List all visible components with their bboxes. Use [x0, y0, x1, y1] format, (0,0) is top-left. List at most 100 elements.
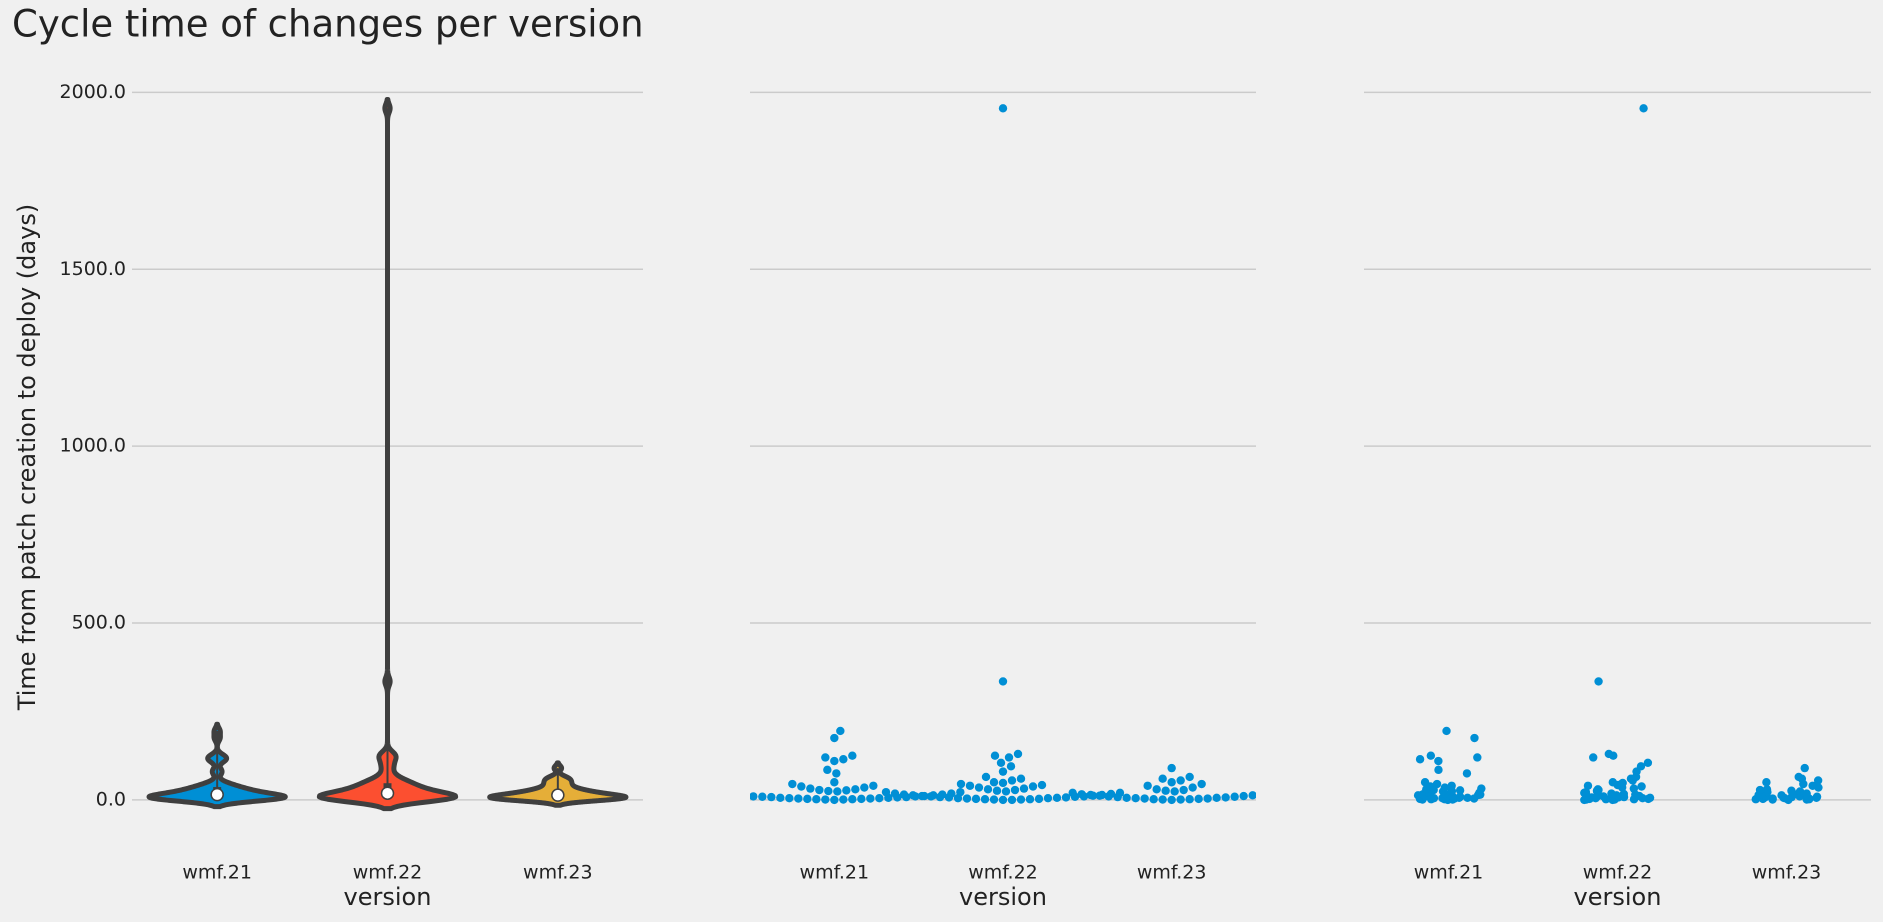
- strip-point: [1794, 772, 1803, 782]
- swarm-point: [980, 795, 990, 804]
- strip-point: [1777, 791, 1786, 800]
- swarm-point: [989, 778, 999, 787]
- x-tick-label: wmf.21: [182, 862, 252, 884]
- swarm-point: [785, 793, 794, 803]
- swarm-point: [899, 790, 909, 799]
- y-tick-label: 2000.0: [60, 81, 126, 103]
- swarm-point: [992, 786, 1002, 795]
- swarm-point: [1095, 791, 1104, 800]
- strip-point: [1639, 104, 1648, 113]
- swarm-point: [857, 794, 866, 804]
- strip-point: [1455, 792, 1465, 801]
- y-tick-label: 500.0: [72, 612, 126, 634]
- swarm-point: [1158, 774, 1167, 783]
- strip-point: [1608, 778, 1618, 787]
- strip-point: [1607, 789, 1616, 798]
- swarm-point: [821, 795, 830, 804]
- y-tick-label: 1000.0: [60, 435, 126, 457]
- swarm-point: [1179, 785, 1188, 795]
- swarm-point: [1170, 787, 1179, 796]
- swarm-point: [1212, 793, 1221, 803]
- x-tick-label: wmf.23: [1752, 862, 1822, 884]
- strip-point: [1434, 756, 1443, 766]
- swarm-point: [1143, 781, 1152, 790]
- swarm-point: [962, 794, 972, 803]
- swarm-point: [1185, 772, 1194, 782]
- swarm-point: [908, 791, 918, 800]
- swarm-point: [1161, 786, 1170, 795]
- swarm-point: [1025, 795, 1035, 804]
- strip-point: [1599, 792, 1608, 801]
- swarm-point: [830, 778, 839, 787]
- y-tick-label: 1500.0: [60, 258, 126, 280]
- panel: [1364, 91, 1871, 805]
- swarm-point: [713, 789, 721, 797]
- swarm-point: [731, 791, 739, 799]
- swarm-point: [990, 751, 1000, 760]
- swarm-point: [1221, 793, 1230, 802]
- strip-point: [1442, 726, 1451, 736]
- swarm-point: [1001, 787, 1011, 796]
- swarm-point: [1077, 790, 1086, 799]
- swarm-point: [1016, 774, 1026, 783]
- strip-point: [1619, 789, 1629, 799]
- violin-median: [551, 788, 565, 802]
- swarm-point: [1052, 793, 1062, 803]
- x-tick-label: wmf.21: [800, 862, 870, 884]
- swarm-point: [821, 753, 830, 762]
- strip-point: [1589, 753, 1598, 762]
- violin-median: [380, 786, 395, 800]
- swarm-point: [1167, 763, 1176, 773]
- swarm-point: [839, 755, 848, 764]
- swarm-point: [1043, 793, 1053, 803]
- swarm-point: [1037, 780, 1047, 790]
- swarm-point: [788, 779, 797, 789]
- swarm-point: [1068, 788, 1077, 798]
- swarm-point: [1028, 782, 1038, 791]
- swarm-point: [875, 793, 884, 803]
- strip-point: [1604, 749, 1614, 759]
- swarm-point: [983, 785, 993, 794]
- swarm-point: [917, 791, 927, 801]
- strip-point: [1581, 787, 1591, 797]
- strip-point: [1426, 751, 1436, 760]
- swarm-point: [1004, 753, 1014, 762]
- strip-point: [1440, 783, 1450, 792]
- swarm-point: [1013, 749, 1023, 759]
- strip-point: [1470, 733, 1479, 743]
- swarm-point: [1140, 794, 1149, 803]
- swarm-point: [1188, 783, 1197, 792]
- swarm-point: [935, 792, 945, 802]
- swarm-point: [881, 787, 891, 797]
- swarm-point: [1086, 790, 1095, 800]
- strip-point: [1636, 762, 1646, 771]
- strip-point: [1762, 785, 1772, 794]
- strip-point: [1477, 784, 1486, 793]
- swarm-point: [767, 792, 776, 802]
- swarm-point: [836, 726, 845, 736]
- swarm-point: [890, 789, 900, 798]
- swarm-point: [1007, 776, 1017, 785]
- x-tick-label: wmf.23: [1137, 862, 1207, 884]
- swarm-point: [1248, 791, 1256, 800]
- strip-point: [1768, 794, 1777, 803]
- swarm-point: [806, 784, 815, 793]
- swarm-point: [848, 751, 857, 760]
- strip-point: [1643, 758, 1653, 767]
- x-axis-label: version: [344, 883, 432, 911]
- swarm-point: [740, 791, 748, 799]
- x-axis-label: version: [959, 883, 1047, 911]
- swarm-point: [1275, 788, 1283, 796]
- swarm-point: [722, 790, 730, 798]
- strip-point: [1813, 776, 1823, 785]
- swarm-point: [1167, 778, 1176, 787]
- swarm-point: [851, 785, 860, 794]
- strip-point: [1787, 786, 1796, 795]
- strip-point: [1629, 784, 1639, 793]
- strip-point: [1795, 787, 1805, 796]
- swarm-point: [1176, 795, 1185, 804]
- strip-point: [1812, 792, 1822, 801]
- swarm-point: [981, 772, 991, 782]
